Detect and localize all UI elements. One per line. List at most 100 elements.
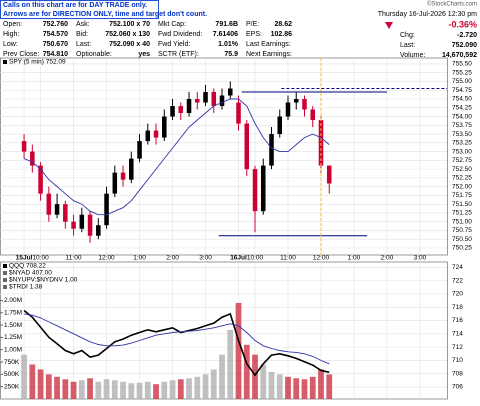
brand: ©StockCharts.com — [427, 1, 477, 8]
legend-entry: $NYAD 407.00 — [9, 270, 52, 277]
y-tick-label: 750.50 — [452, 236, 472, 243]
candle-body — [170, 106, 175, 117]
candle-body — [63, 204, 68, 222]
quote-value: 102.86 — [271, 31, 293, 38]
candle-body — [310, 109, 316, 121]
quote-label: Fwd Yield: — [158, 41, 190, 48]
quote-value: 752.760 — [43, 21, 68, 28]
y-tick-label: 750.25 — [452, 245, 472, 252]
volume-bar — [103, 379, 110, 399]
volume-bar — [87, 378, 93, 399]
volume-bar — [169, 380, 176, 399]
y-tick-label: 754.50 — [452, 96, 472, 103]
candle-body — [153, 130, 159, 138]
quote-label: P/E: — [246, 21, 259, 28]
y-tick-label: 752.75 — [452, 157, 472, 164]
y-tick-label: 716 — [452, 317, 463, 324]
quote-label: Optionable: — [76, 51, 112, 58]
volume-bar — [227, 330, 234, 399]
y-tick-label: 754.00 — [452, 113, 472, 120]
legend-swatch — [3, 264, 7, 268]
candle-body — [236, 102, 241, 124]
y-tick-label: 751.50 — [452, 201, 472, 208]
candle-body — [293, 99, 299, 103]
volume-bar — [210, 369, 217, 399]
quote-label: Prev Close: — [3, 51, 39, 58]
volume-bar — [235, 302, 242, 399]
note-line: Calls on this chart are for DAY TRADE on… — [3, 2, 147, 9]
candle-body — [112, 172, 118, 194]
note-box — [0, 0, 159, 19]
x-tick-label: 12:00 — [313, 255, 330, 262]
y-tick-label: 753.50 — [452, 131, 472, 138]
y-tick-label: 1.00M — [4, 346, 22, 353]
candle-body — [277, 116, 283, 135]
volume-bar — [177, 379, 184, 399]
volume-bar — [285, 376, 291, 399]
volume-bar — [45, 374, 52, 399]
volume-bar — [326, 374, 333, 399]
volume-bar — [144, 381, 151, 399]
y-tick-label: 710 — [452, 357, 463, 364]
y-tick-label: 1.25M — [4, 334, 22, 341]
y-tick-label: 250K — [4, 383, 20, 390]
y-tick-label: 752.25 — [452, 175, 472, 182]
quote-value: 1.01% — [218, 41, 239, 48]
candle-body — [244, 123, 250, 170]
quote-value: yes — [138, 51, 150, 58]
candle-body — [145, 130, 151, 142]
y-tick-label: 750.75 — [452, 227, 472, 234]
volume-bar — [29, 364, 36, 399]
y-tick-label: 751.25 — [452, 210, 472, 217]
candle-body — [203, 92, 208, 103]
y-tick-label: 751.00 — [452, 218, 472, 225]
y-tick-label: 500K — [4, 371, 20, 378]
candle-body — [104, 193, 109, 226]
quote-label: EPS: — [246, 31, 262, 38]
candle-body — [260, 165, 266, 212]
candle-body — [30, 151, 35, 166]
candle-body — [186, 99, 192, 114]
volume-bar — [219, 354, 225, 399]
y-tick-label: 720 — [452, 291, 463, 298]
candle-body — [54, 204, 60, 215]
quote-value: 754.810 — [43, 51, 68, 58]
y-tick-label: 752.50 — [452, 166, 472, 173]
quote-label: SCTR (ETF): — [158, 51, 199, 58]
volume-bar — [161, 381, 168, 399]
volume-bar — [202, 374, 209, 399]
candle-body — [96, 225, 101, 236]
quote-label: Last Earnings: — [246, 41, 291, 48]
quote-label: Fwd Dividend: — [158, 31, 202, 38]
volume-bar — [128, 383, 135, 399]
down-arrow — [385, 22, 393, 29]
volume-bar — [70, 381, 77, 399]
y-tick-label: 753.00 — [452, 148, 472, 155]
x-tick-label: 2:00 — [166, 255, 179, 262]
quote-label: Last: — [400, 42, 415, 49]
volume-bar — [252, 354, 258, 399]
x-tick-label: 1:00 — [348, 255, 361, 262]
candle-body — [87, 214, 93, 236]
candle-body — [195, 99, 200, 103]
quote-label: Low: — [3, 41, 18, 48]
x-tick-label: 1:00 — [133, 255, 146, 262]
x-tick-label: 10:00 — [32, 255, 49, 262]
y-tick-label: 722 — [452, 277, 463, 284]
volume-bar — [21, 354, 27, 399]
candle-body — [46, 193, 52, 215]
candle-body — [302, 99, 307, 110]
x-tick-label: 12:00 — [98, 255, 115, 262]
y-tick-label: 753.75 — [452, 122, 472, 129]
volume-bar — [301, 379, 308, 399]
y-tick-label: 708 — [452, 370, 463, 377]
y-tick-label: 724 — [452, 264, 463, 271]
candle-body — [326, 165, 332, 184]
legend-swatch — [3, 278, 7, 282]
legend-swatch — [3, 60, 7, 64]
quote-label: Bid: — [76, 31, 88, 38]
volume-bar — [54, 376, 60, 399]
y-tick-label: 754.25 — [452, 104, 472, 111]
series-line — [23, 98, 330, 216]
